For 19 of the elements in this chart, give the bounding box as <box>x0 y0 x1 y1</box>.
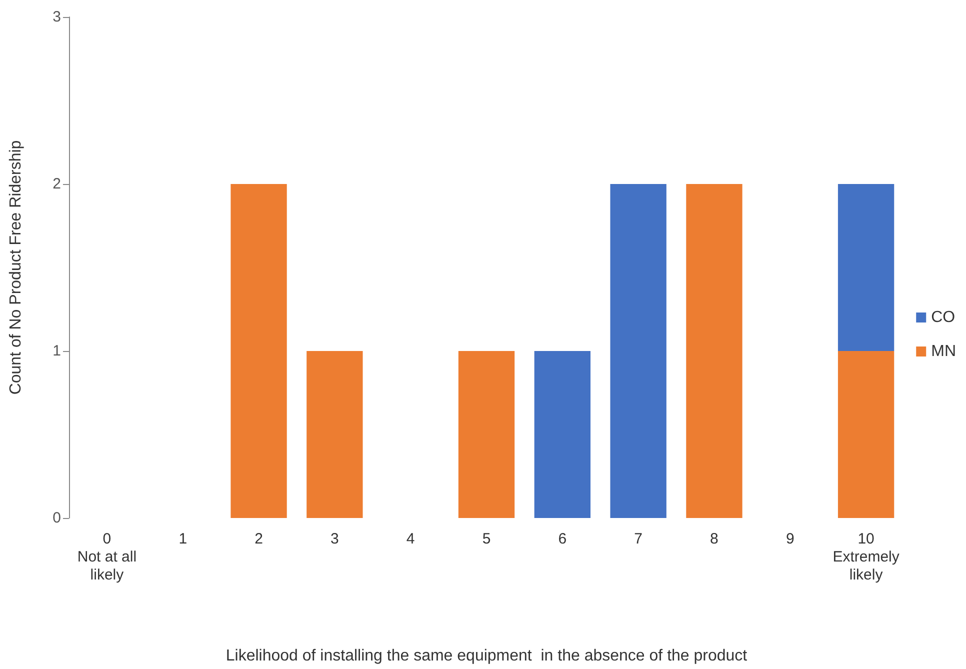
legend-label: CO <box>931 309 956 326</box>
y-tick-label: 3 <box>52 8 61 26</box>
y-tick-label: 2 <box>52 176 61 192</box>
x-axis-title: Likelihood of installing the same equipment in the absence of the product <box>226 648 748 664</box>
x-tick-label: 4 <box>406 530 415 548</box>
x-tick-label: 8 <box>710 530 718 548</box>
x-tick-label: 9 <box>786 530 794 548</box>
x-tick-label: 5 <box>482 530 491 548</box>
x-tick-label: 6 <box>558 530 567 548</box>
x-tick-label: 7 <box>634 530 642 548</box>
y-tick-label: 1 <box>52 342 61 360</box>
x-tick-label: 1 <box>178 530 188 548</box>
x-tick-label: 10 Extremely likely <box>832 530 900 584</box>
x-tick-label: 0 Not at all likely <box>77 530 137 584</box>
y-axis-title: Count of No Product Free Ridership <box>8 140 24 395</box>
legend-label: MN <box>931 343 956 360</box>
x-tick-label: 3 <box>330 530 339 548</box>
x-tick-label: 2 <box>254 530 263 548</box>
y-tick-label: 0 <box>52 510 61 526</box>
